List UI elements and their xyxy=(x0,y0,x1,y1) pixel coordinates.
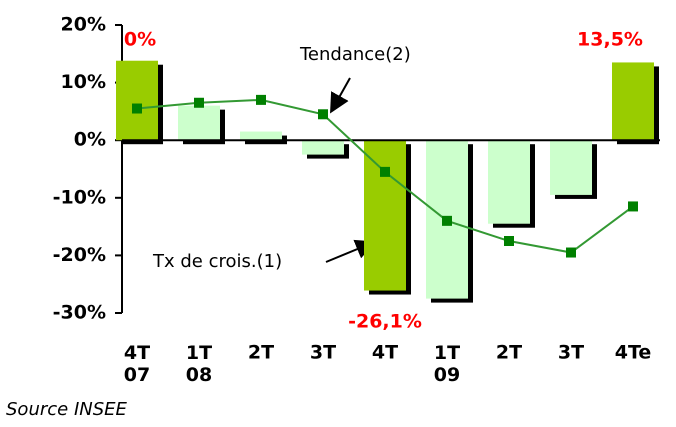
marker xyxy=(194,97,204,108)
x-tick-label: 1T 08 xyxy=(186,342,212,386)
y-tick-label: -10% xyxy=(53,186,106,208)
annotation: 0% xyxy=(124,29,156,51)
x-tick-label: 4T xyxy=(372,342,398,364)
x-tick-label: 3T xyxy=(558,342,584,364)
x-tick-label: 2T xyxy=(248,342,274,364)
bar xyxy=(550,140,592,195)
marker xyxy=(256,94,266,105)
bar xyxy=(364,140,406,291)
marker xyxy=(318,109,328,120)
series-label: Tx de crois.(1) xyxy=(152,251,282,272)
y-tick-label: -20% xyxy=(53,244,106,266)
x-tick-label: 1T 09 xyxy=(434,342,460,386)
bar xyxy=(612,62,654,141)
marker xyxy=(380,166,390,177)
bar xyxy=(302,140,344,155)
x-tick-label: 4T 07 xyxy=(124,342,150,386)
marker xyxy=(132,103,142,114)
marker xyxy=(504,236,514,246)
marker xyxy=(566,247,576,258)
y-tick-label: 20% xyxy=(61,14,106,36)
bar xyxy=(178,105,220,141)
bar xyxy=(116,60,158,141)
y-tick-label: 10% xyxy=(61,71,106,93)
marker xyxy=(628,201,638,212)
y-tick-label: 0% xyxy=(74,129,106,151)
x-tick-label: 3T xyxy=(310,342,336,364)
x-tick-label: 2T xyxy=(496,342,522,364)
x-tick-label: 4Te xyxy=(615,342,652,364)
bar xyxy=(488,140,530,224)
arrow xyxy=(330,77,351,114)
annotation: 13,5% xyxy=(577,29,643,51)
y-tick-label: -30% xyxy=(53,302,106,324)
series-label: Tendance(2) xyxy=(299,44,411,65)
annotation: -26,1% xyxy=(348,311,422,333)
bar xyxy=(240,131,282,141)
source: Source INSEE xyxy=(6,399,128,420)
marker xyxy=(442,215,452,226)
